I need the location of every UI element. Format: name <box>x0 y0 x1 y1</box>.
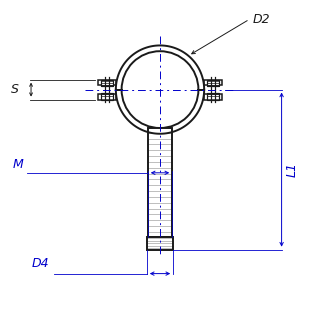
Bar <box>98 94 116 100</box>
Text: D4: D4 <box>32 257 50 270</box>
Text: D2: D2 <box>253 13 270 26</box>
Text: S: S <box>11 83 19 96</box>
Bar <box>207 93 219 100</box>
Bar <box>207 80 219 86</box>
Bar <box>204 94 222 100</box>
Bar <box>204 80 222 85</box>
Bar <box>98 80 116 85</box>
Bar <box>147 237 173 250</box>
Text: M: M <box>13 158 24 171</box>
Bar <box>101 80 113 86</box>
Text: L1: L1 <box>285 162 299 177</box>
Bar <box>148 128 172 237</box>
Bar <box>101 93 113 100</box>
